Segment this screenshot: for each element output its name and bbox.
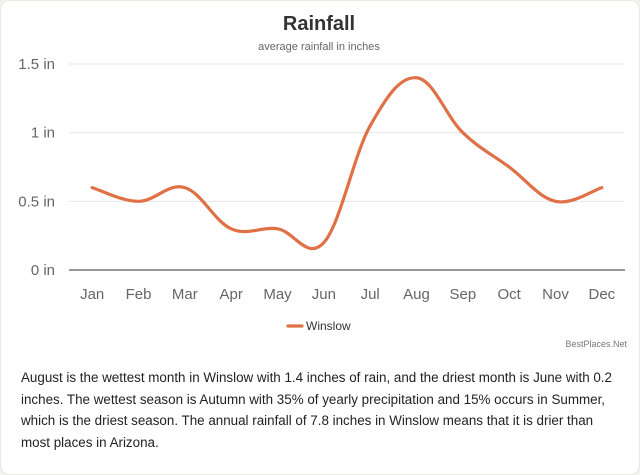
- x-tick-label: Mar: [172, 286, 198, 303]
- chart-subtitle: average rainfall in inches: [258, 41, 380, 53]
- x-tick-label: Sep: [449, 286, 476, 303]
- chart-title: Rainfall: [282, 13, 356, 35]
- x-tick-label: Jul: [361, 286, 380, 303]
- y-tick-label: 1 in: [31, 125, 55, 142]
- y-axis-ticks: 0 in 0.5 in 1 in 1.5 in: [18, 56, 55, 279]
- grid-lines: [69, 63, 625, 271]
- x-tick-label: Nov: [542, 286, 569, 303]
- x-tick-label: Oct: [497, 286, 521, 303]
- legend-label[interactable]: Winslow: [306, 319, 351, 333]
- y-tick-label: 0.5 in: [18, 193, 55, 210]
- rainfall-chart: 0 in0.5 in1 in1.5 in Jan Feb Mar Apr May Jun J…: [18, 56, 625, 333]
- x-axis-ticks: Jan Feb Mar Apr May Jun Jul Aug Sep Oct Nov Dec: [80, 286, 616, 303]
- rainfall-description: August is the wettest month in Winslow w…: [21, 370, 612, 450]
- source-credit[interactable]: BestPlaces.Net: [565, 339, 627, 349]
- y-tick-label: 0 in: [31, 262, 55, 279]
- y-tick-label: 1.5 in: [18, 56, 55, 73]
- x-tick-label: Feb: [126, 286, 152, 303]
- x-tick-label: Aug: [403, 286, 430, 303]
- series-layer: [90, 76, 604, 251]
- x-tick-label: May: [263, 286, 292, 303]
- x-tick-label: Jan: [80, 286, 104, 303]
- legend[interactable]: Winslow: [286, 319, 351, 333]
- x-tick-label: Apr: [219, 286, 242, 303]
- x-tick-label: Dec: [588, 286, 615, 303]
- series-line-winslow[interactable]: [90, 76, 604, 251]
- x-tick-label: Jun: [312, 286, 336, 303]
